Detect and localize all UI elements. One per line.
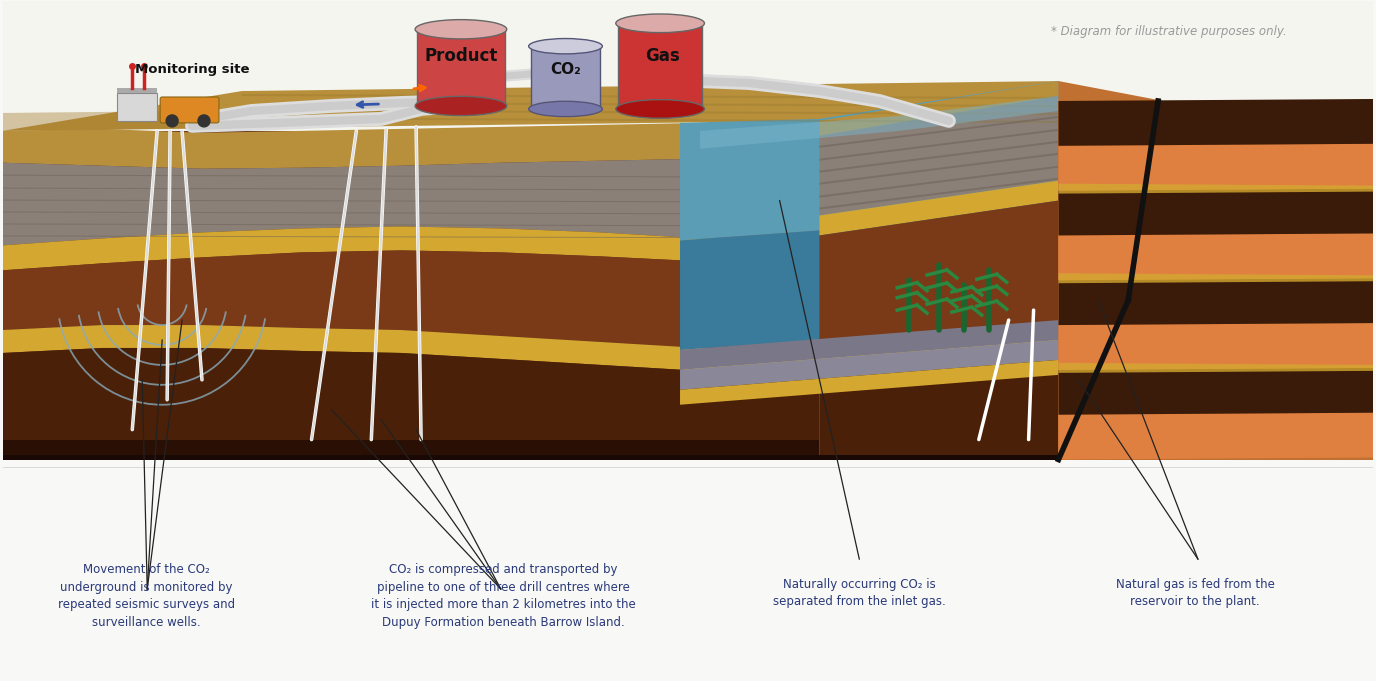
Text: CO₂: CO₂ (550, 61, 581, 76)
Polygon shape (820, 330, 1058, 368)
Polygon shape (3, 348, 820, 460)
Polygon shape (680, 320, 1058, 370)
Text: Movement of the CO₂
underground is monitored by
repeated seismic surveys and
sur: Movement of the CO₂ underground is monit… (58, 563, 235, 629)
Polygon shape (820, 180, 1058, 236)
Circle shape (198, 115, 211, 127)
Polygon shape (3, 454, 820, 460)
Polygon shape (820, 201, 1058, 350)
Polygon shape (3, 1, 1373, 202)
Text: Naturally occurring CO₂ is
separated from the inlet gas.: Naturally occurring CO₂ is separated fro… (773, 578, 945, 608)
FancyBboxPatch shape (160, 97, 219, 123)
Polygon shape (117, 88, 157, 93)
Circle shape (166, 115, 178, 127)
Polygon shape (820, 178, 1058, 210)
Polygon shape (1058, 368, 1373, 415)
Polygon shape (1058, 234, 1373, 281)
Ellipse shape (528, 101, 603, 116)
Polygon shape (3, 212, 820, 215)
Polygon shape (820, 348, 1058, 460)
Polygon shape (3, 131, 820, 460)
Polygon shape (3, 236, 820, 238)
Polygon shape (1058, 144, 1373, 191)
Polygon shape (820, 165, 1058, 197)
Text: Product: Product (424, 47, 498, 65)
Polygon shape (3, 223, 820, 227)
Polygon shape (820, 81, 1058, 460)
Polygon shape (391, 118, 1058, 123)
Polygon shape (820, 454, 1058, 460)
Polygon shape (3, 325, 820, 378)
Polygon shape (680, 201, 1058, 350)
Ellipse shape (416, 96, 506, 116)
Polygon shape (820, 116, 1058, 148)
Ellipse shape (416, 20, 506, 39)
Polygon shape (3, 251, 820, 355)
Polygon shape (1058, 273, 1373, 283)
Polygon shape (820, 96, 1058, 215)
Ellipse shape (528, 39, 603, 54)
Polygon shape (820, 81, 1058, 136)
FancyBboxPatch shape (417, 29, 505, 106)
Polygon shape (820, 129, 1058, 161)
Text: Natural gas is fed from the
reservoir to the plant.: Natural gas is fed from the reservoir to… (1116, 578, 1274, 608)
FancyBboxPatch shape (117, 93, 157, 121)
Polygon shape (3, 175, 820, 178)
Ellipse shape (616, 14, 705, 33)
Polygon shape (680, 340, 1058, 390)
Polygon shape (292, 102, 1058, 107)
Polygon shape (3, 121, 820, 169)
Polygon shape (1058, 99, 1373, 146)
Polygon shape (3, 188, 820, 191)
Text: CO₂ is compressed and transported by
pipeline to one of three drill centres wher: CO₂ is compressed and transported by pip… (370, 563, 636, 629)
Polygon shape (1058, 184, 1373, 193)
Polygon shape (242, 94, 1058, 99)
Polygon shape (3, 111, 202, 131)
Polygon shape (680, 360, 1058, 405)
Polygon shape (3, 200, 820, 202)
Polygon shape (1058, 279, 1373, 325)
Polygon shape (3, 440, 820, 460)
Text: * Diagram for illustrative purposes only.: * Diagram for illustrative purposes only… (1051, 25, 1287, 38)
Polygon shape (820, 153, 1058, 185)
Polygon shape (3, 81, 1058, 131)
Polygon shape (1058, 363, 1373, 373)
Polygon shape (1058, 323, 1373, 370)
Polygon shape (680, 81, 1058, 240)
Polygon shape (700, 96, 1058, 148)
Polygon shape (1058, 189, 1373, 236)
Polygon shape (820, 141, 1058, 173)
Polygon shape (1058, 413, 1373, 460)
Polygon shape (341, 110, 1058, 115)
Polygon shape (3, 1, 1373, 680)
Polygon shape (3, 227, 820, 270)
FancyBboxPatch shape (618, 23, 702, 109)
Polygon shape (1058, 81, 1373, 161)
Polygon shape (3, 156, 820, 245)
Text: Monitoring site: Monitoring site (135, 63, 249, 76)
Text: Gas: Gas (645, 47, 680, 65)
FancyBboxPatch shape (531, 46, 600, 109)
Ellipse shape (616, 99, 705, 118)
Polygon shape (1058, 101, 1373, 460)
